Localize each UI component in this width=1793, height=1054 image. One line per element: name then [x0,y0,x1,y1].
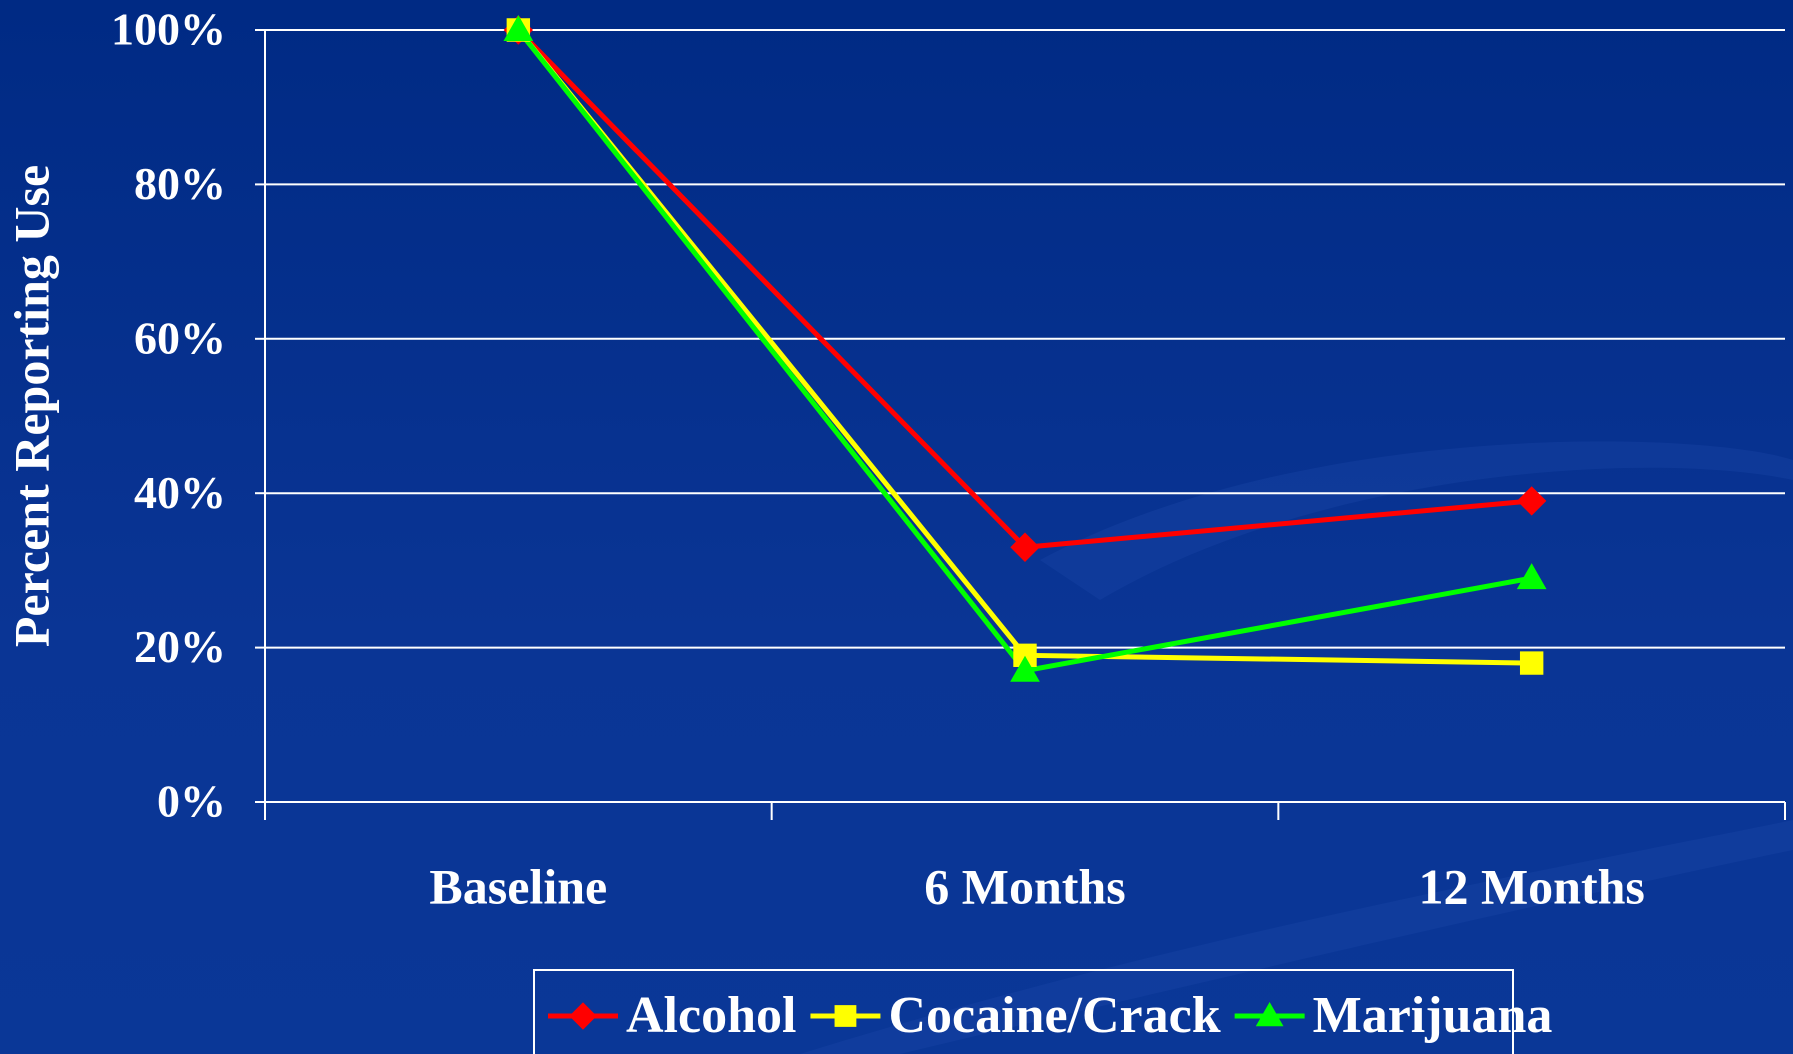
y-axis-label: Percent Reporting Use [3,165,59,647]
decoration [800,820,1793,1054]
y-tick-label: 60% [134,312,226,363]
data-point [1516,486,1547,516]
legend-marker [834,1005,857,1027]
y-tick-label: 80% [134,158,226,209]
series-line [516,28,1532,666]
legend-marker [569,1002,597,1030]
y-tick-label: 0% [157,776,226,827]
data-point [1010,532,1040,562]
legend-label: Alcohol [626,987,796,1044]
legend-label: Marijuana [1313,987,1553,1044]
data-point [1519,651,1544,675]
data-point [1010,655,1040,682]
x-tick-label: 12 Months [1418,858,1644,914]
data-point [1516,563,1547,590]
y-tick-label: 20% [134,621,226,672]
legend-label: Cocaine/Crack [888,987,1220,1044]
x-tick-label: Baseline [429,858,607,914]
y-tick-label: 40% [134,467,226,518]
legend-marker [1255,1001,1284,1027]
data-point [503,14,534,41]
series-line [516,28,1533,674]
x-tick-label: 6 Months [924,858,1125,914]
data-point [1013,643,1037,668]
y-tick-label: 100% [111,4,226,55]
decoration [1040,441,1793,600]
legend-box [533,969,1514,1054]
